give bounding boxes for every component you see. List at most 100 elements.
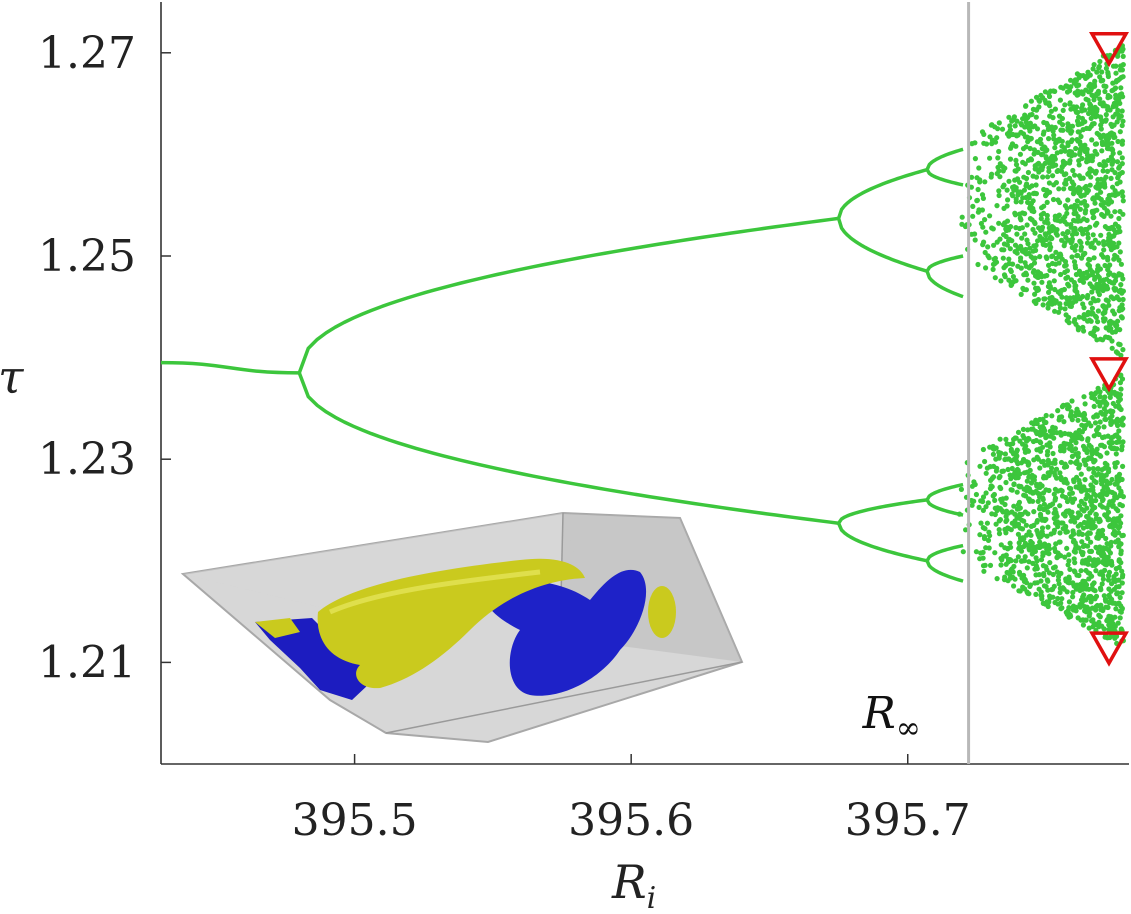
scatter-point: [1045, 462, 1051, 468]
scatter-point: [1085, 171, 1091, 177]
scatter-point: [978, 220, 985, 227]
scatter-point: [982, 526, 988, 532]
scatter-point: [997, 436, 1003, 442]
scatter-point: [1115, 174, 1121, 180]
scatter-point: [980, 555, 986, 561]
scatter-point: [1046, 102, 1052, 108]
scatter-point: [1105, 104, 1111, 110]
scatter-point: [959, 214, 965, 220]
scatter-point: [1101, 397, 1107, 403]
scatter-point: [1077, 238, 1083, 244]
scatter-point: [985, 500, 991, 506]
scatter-point: [1010, 184, 1016, 190]
scatter-point: [1061, 286, 1067, 293]
scatter-point: [1100, 168, 1106, 174]
scatter-point: [1097, 74, 1103, 80]
scatter-point: [1073, 145, 1079, 152]
scatter-point: [1038, 534, 1044, 540]
scatter-point: [1000, 164, 1006, 170]
scatter-point: [1018, 258, 1024, 264]
scatter-point: [1008, 268, 1014, 275]
scatter-point: [1049, 260, 1056, 267]
scatter-point: [1074, 289, 1080, 295]
scatter-point: [1019, 235, 1025, 241]
scatter-point: [1040, 424, 1046, 430]
scatter-point: [1118, 85, 1124, 91]
scatter-point: [1004, 131, 1011, 137]
scatter-point: [1039, 152, 1045, 158]
scatter-point: [990, 451, 997, 457]
triangle-down-marker: [1088, 631, 1130, 667]
scatter-point: [1120, 439, 1126, 445]
scatter-point: [996, 188, 1002, 194]
scatter-point: [1107, 321, 1113, 327]
scatter-point: [1100, 100, 1106, 106]
scatter-point: [1092, 83, 1098, 89]
scatter-point: [1013, 162, 1020, 168]
scatter-point: [1101, 593, 1107, 599]
scatter-point: [980, 549, 986, 556]
scatter-point: [1072, 172, 1078, 178]
scatter-point: [1072, 265, 1079, 271]
scatter-point: [1070, 594, 1076, 600]
period-2-lower-branch: [297, 372, 839, 525]
scatter-point: [1024, 478, 1030, 484]
scatter-point: [1001, 232, 1007, 238]
scatter-point: [1049, 163, 1055, 169]
scatter-point: [1017, 211, 1023, 217]
scatter-point: [1117, 150, 1123, 156]
scatter-point: [999, 468, 1005, 474]
scatter-point: [1086, 606, 1092, 612]
scatter-point: [1018, 121, 1024, 127]
scatter-point: [972, 237, 978, 243]
scatter-point: [1015, 263, 1021, 269]
scatter-point: [991, 242, 997, 248]
scatter-point: [1111, 131, 1117, 137]
scatter-point: [1043, 564, 1049, 570]
scatter-point: [1095, 466, 1101, 472]
scatter-point: [994, 576, 1000, 582]
scatter-point: [1117, 594, 1123, 601]
scatter-point: [1097, 419, 1103, 425]
scatter-point: [1116, 478, 1122, 484]
period-4-branch: [836, 217, 928, 273]
scatter-point: [1044, 533, 1050, 539]
period-8-branch: [925, 168, 964, 187]
scatter-point: [1081, 328, 1087, 334]
scatter-point: [1091, 459, 1097, 465]
scatter-point: [1082, 477, 1088, 483]
scatter-point: [1099, 148, 1105, 154]
scatter-point: [1094, 427, 1100, 433]
scatter-point: [1017, 588, 1023, 594]
scatter-point: [1081, 305, 1087, 311]
scatter-point: [1018, 291, 1024, 297]
scatter-point: [1087, 72, 1093, 78]
scatter-point: [1025, 459, 1031, 466]
scatter-point: [1119, 568, 1125, 574]
scatter-point: [1050, 88, 1056, 94]
scatter-point: [1063, 262, 1069, 268]
scatter-point: [1047, 267, 1053, 273]
scatter-point: [1095, 385, 1101, 391]
scatter-point: [1045, 301, 1051, 307]
scatter-point: [1116, 558, 1122, 564]
scatter-point: [1093, 512, 1099, 518]
scatter-point: [1057, 539, 1063, 545]
scatter-point: [1074, 71, 1080, 77]
scatter-point: [1088, 300, 1094, 306]
scatter-point: [1099, 581, 1105, 587]
scatter-point: [1005, 466, 1011, 473]
scatter-point: [1080, 594, 1086, 600]
scatter-point: [1109, 329, 1115, 335]
scatter-point: [1118, 386, 1124, 392]
scatter-point: [1056, 186, 1062, 192]
scatter-point: [1034, 126, 1041, 132]
scatter-point: [998, 542, 1004, 548]
scatter-point: [1108, 409, 1114, 415]
scatter-point: [1095, 297, 1101, 303]
scatter-point: [1091, 478, 1097, 484]
scatter-point: [1101, 181, 1108, 188]
scatter-point: [1115, 422, 1121, 429]
scatter-point: [1022, 260, 1028, 266]
scatter-point: [1070, 528, 1076, 534]
